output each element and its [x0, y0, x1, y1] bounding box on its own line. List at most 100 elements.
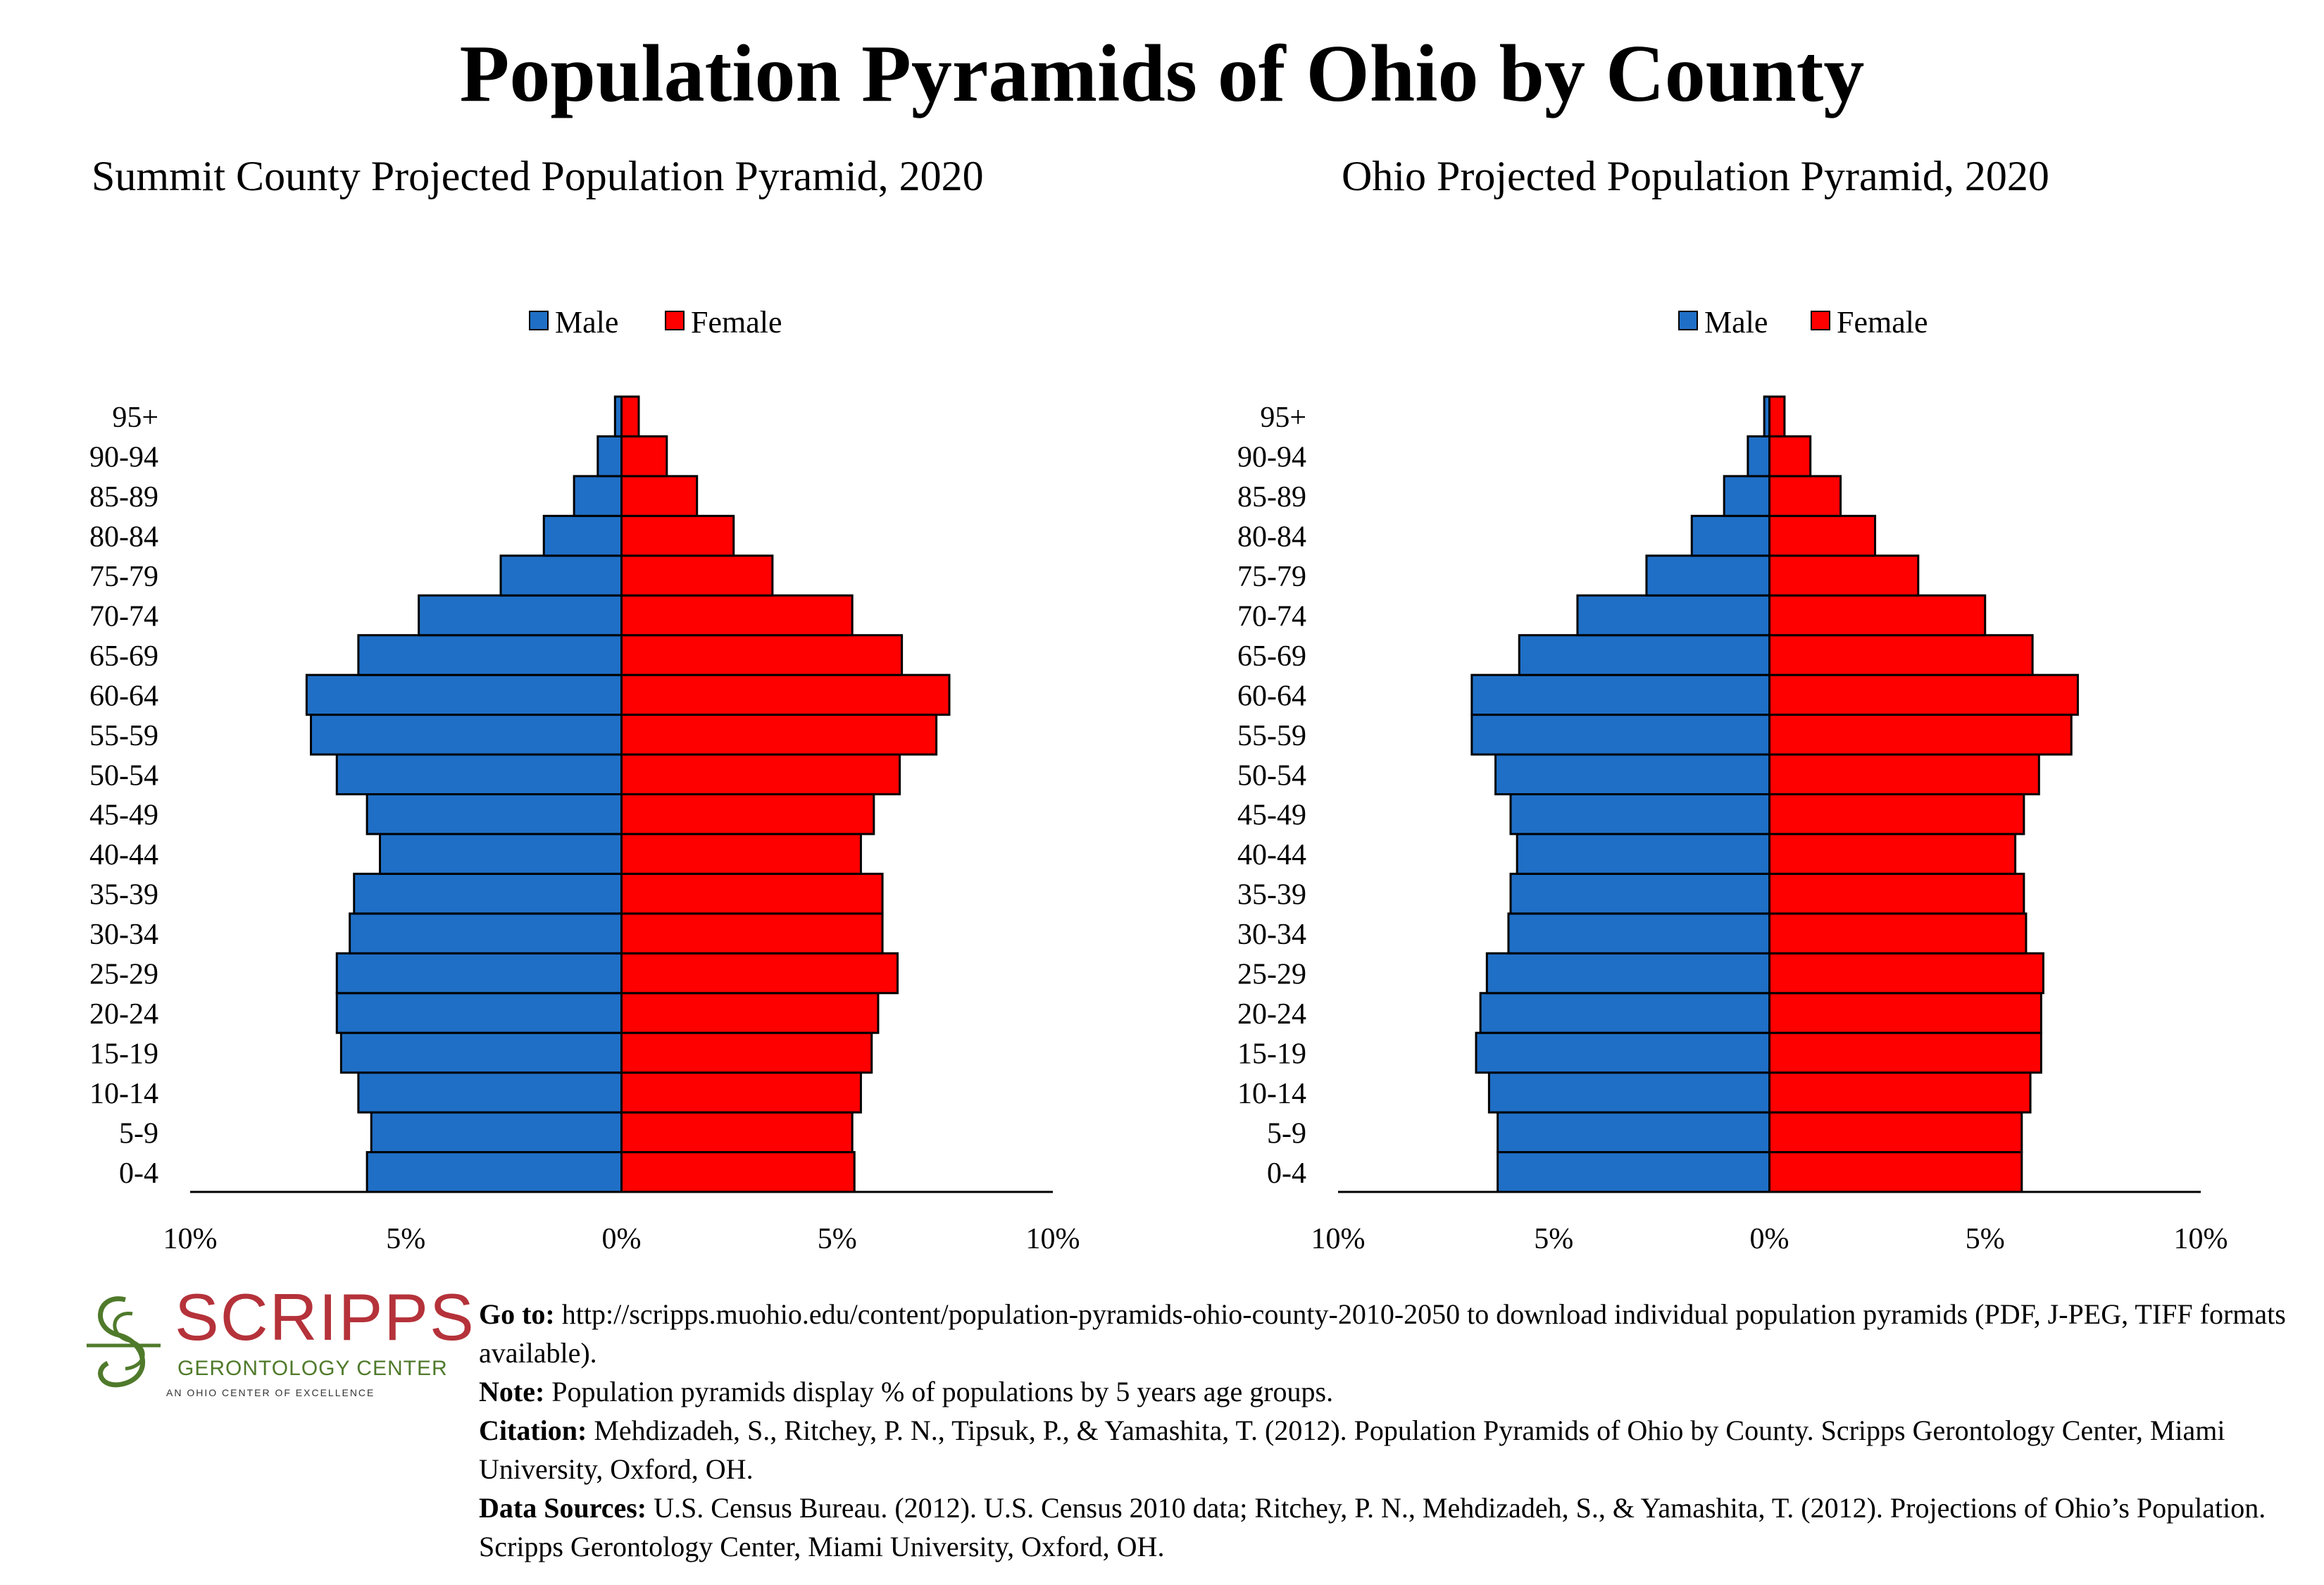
age-group-label: 80-84 — [1237, 521, 1306, 554]
female-bar-75-79 — [1768, 554, 1920, 597]
age-group-label: 70-74 — [89, 600, 158, 633]
female-bar-45-49 — [620, 793, 875, 835]
age-group-label: 0-4 — [1267, 1157, 1306, 1190]
female-bar-60-64 — [620, 673, 951, 716]
female-bar-75-79 — [620, 554, 774, 597]
male-bar-90-94 — [596, 435, 623, 478]
male-bar-70-74 — [1576, 594, 1770, 637]
x-tick-label: 10% — [2174, 1223, 2228, 1255]
male-bar-40-44 — [1516, 833, 1770, 875]
male-bar-80-84 — [1690, 514, 1770, 557]
legend-male-swatch — [1678, 311, 1698, 330]
legend-female-swatch — [1811, 311, 1830, 330]
x-tick-label: 0% — [602, 1223, 642, 1255]
age-group-label: 5-9 — [119, 1117, 158, 1150]
male-bar-10-14 — [357, 1071, 623, 1114]
age-group-label: 45-49 — [89, 800, 158, 832]
female-bar-20-24 — [1768, 992, 2042, 1034]
age-group-label: 60-64 — [89, 680, 158, 712]
female-bar-40-44 — [1768, 833, 2017, 875]
age-group-label: 45-49 — [1237, 800, 1306, 832]
summit-county-pyramid: Summit County Projected Population Pyram… — [89, 153, 1080, 1255]
female-bar-65-69 — [1768, 634, 2034, 676]
male-bar-45-49 — [1509, 793, 1770, 835]
goto-text: http://scripps.muohio.edu/content/popula… — [479, 1298, 2286, 1369]
citation-text: Mehdizadeh, S., Ritchey, P. N., Tipsuk, … — [479, 1415, 2225, 1485]
age-group-label: 55-59 — [1237, 720, 1306, 752]
age-group-label: 20-24 — [1237, 998, 1306, 1031]
age-group-label: 40-44 — [1237, 839, 1306, 871]
female-bar-15-19 — [620, 1031, 873, 1074]
male-bar-80-84 — [542, 514, 623, 557]
logo-tagline: AN OHIO CENTER OF EXCELLENCE — [166, 1387, 375, 1398]
female-bar-0-4 — [620, 1151, 856, 1193]
age-group-label: 10-14 — [1237, 1078, 1306, 1110]
page-title: Population Pyramids of Ohio by County — [459, 29, 1865, 119]
male-bar-15-19 — [339, 1031, 623, 1074]
male-bar-75-79 — [1645, 554, 1770, 597]
x-tick-label: 10% — [1026, 1223, 1080, 1255]
female-bar-85-89 — [620, 475, 699, 517]
male-bar-75-79 — [499, 554, 623, 597]
female-bar-10-14 — [1768, 1071, 2032, 1114]
female-bar-20-24 — [620, 992, 880, 1034]
legend-female-label: Female — [1837, 305, 1928, 340]
note-text: Population pyramids display % of populat… — [544, 1376, 1334, 1407]
note: Note: Population pyramids display % of p… — [479, 1372, 2310, 1411]
female-bar-35-39 — [1768, 872, 2025, 915]
legend-male-label: Male — [555, 305, 618, 340]
female-bar-55-59 — [620, 714, 938, 756]
age-group-label: 40-44 — [89, 839, 158, 871]
male-bar-50-54 — [335, 753, 623, 796]
x-tick-label: 5% — [818, 1223, 857, 1255]
female-bar-95+ — [1768, 395, 1786, 437]
age-group-label: 65-69 — [1237, 640, 1306, 673]
bars — [305, 395, 951, 1193]
male-bar-30-34 — [1507, 912, 1770, 955]
legend-female-label: Female — [691, 305, 782, 340]
male-bar-85-89 — [573, 475, 623, 517]
male-bar-35-39 — [353, 872, 623, 915]
male-bar-70-74 — [418, 594, 623, 637]
male-bar-90-94 — [1747, 435, 1770, 478]
female-bar-95+ — [620, 395, 640, 437]
male-bar-20-24 — [335, 992, 623, 1034]
x-tick-label: 10% — [1311, 1223, 1366, 1255]
age-group-label: 30-34 — [89, 919, 158, 951]
age-group-label: 75-79 — [89, 561, 158, 593]
male-bar-10-14 — [1487, 1071, 1770, 1114]
male-bar-45-49 — [366, 793, 623, 835]
male-bar-15-19 — [1475, 1031, 1770, 1074]
footnotes: Go to: http://scripps.muohio.edu/content… — [479, 1295, 2310, 1566]
female-bar-10-14 — [620, 1071, 862, 1114]
x-tick-label: 5% — [386, 1223, 425, 1255]
female-bar-40-44 — [620, 833, 862, 875]
male-bar-40-44 — [379, 833, 623, 875]
age-group-label: 35-39 — [1237, 879, 1306, 912]
female-bar-90-94 — [620, 435, 668, 478]
female-bar-25-29 — [620, 952, 899, 995]
legend-female-swatch — [665, 311, 685, 330]
female-bar-90-94 — [1768, 435, 1812, 478]
age-group-label: 90-94 — [89, 442, 158, 474]
x-tick-label: 5% — [1534, 1223, 1573, 1255]
population-pyramid-charts: Summit County Projected Population Pyram… — [89, 153, 2228, 1255]
age-group-label: 35-39 — [89, 879, 158, 912]
female-bar-5-9 — [620, 1111, 854, 1154]
female-bar-45-49 — [1768, 793, 2025, 835]
female-bar-30-34 — [620, 912, 884, 955]
age-group-label: 85-89 — [89, 481, 158, 514]
female-bar-15-19 — [1768, 1031, 2042, 1074]
age-group-label: 95+ — [1260, 402, 1306, 434]
female-bar-0-4 — [1768, 1151, 2023, 1193]
female-bar-50-54 — [1768, 753, 2040, 796]
age-group-label: 15-19 — [89, 1038, 158, 1070]
female-bar-70-74 — [620, 594, 854, 637]
age-group-label: 0-4 — [119, 1157, 158, 1190]
x-tick-labels: 10% 5% 0% 5% 10% — [163, 1223, 1080, 1255]
ohio-pyramid: Ohio Projected Population Pyramid, 2020 … — [1237, 153, 2228, 1255]
legend: Male Female — [1678, 305, 1928, 340]
citation: Citation: Mehdizadeh, S., Ritchey, P. N.… — [479, 1411, 2310, 1488]
legend: Male Female — [529, 305, 782, 340]
male-bar-0-4 — [1497, 1151, 1770, 1193]
